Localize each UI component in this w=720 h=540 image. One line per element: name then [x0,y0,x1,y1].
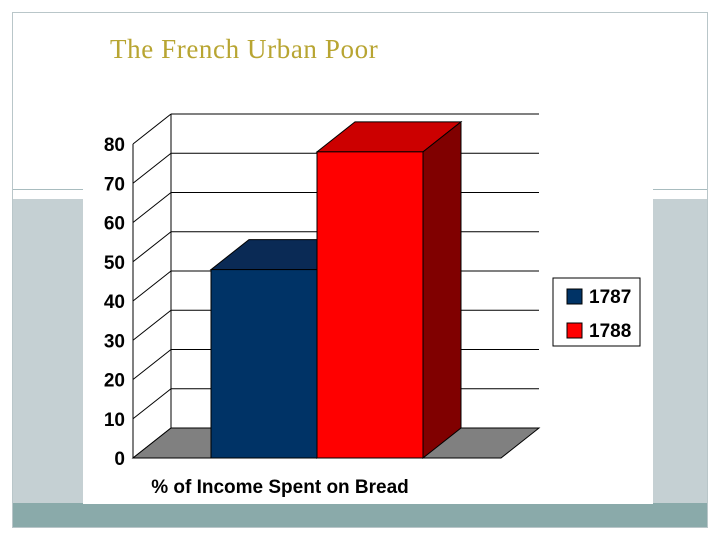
gridline-depth [132,349,172,380]
y-tick-label: 0 [114,449,125,470]
gridline-depth [132,113,172,145]
y-tick-label: 30 [104,331,125,352]
slide-bottom-strip [13,503,707,527]
y-tick-label: 40 [104,292,125,313]
y-tick-label: 20 [104,371,125,392]
legend-label-1788: 1788 [589,321,631,342]
y-tick-label: 10 [104,410,125,431]
gridline-depth [132,192,172,223]
bar-chart: 0 10 20 30 40 50 60 70 80 % of Income Spent on B… [104,113,641,498]
chart-area: 0 10 20 30 40 50 60 70 80 % of Income Spent on B… [83,108,653,504]
gridline-depth [132,388,172,420]
legend-swatch-1787 [566,288,583,305]
bar-side-1788 [422,120,462,460]
y-tick-label: 50 [104,253,125,274]
y-axis-ticks: 0 10 20 30 40 50 60 70 80 [104,135,125,470]
gridline-depth [132,152,172,184]
y-tick-label: 80 [104,135,125,156]
legend-label-1787: 1787 [589,287,631,308]
slide-title: The French Urban Poor [110,34,379,64]
gridline-depth [132,270,172,302]
slide-frame [12,12,708,528]
gridline-depth [132,231,172,263]
y-tick-label: 60 [104,214,125,235]
legend-swatch-1788 [566,322,583,339]
bar-1788 [316,151,424,459]
bar-1787 [210,269,318,459]
y-tick-label: 70 [104,174,125,195]
x-axis-label: % of Income Spent on Bread [151,477,409,498]
gridline-depth [132,309,172,341]
chart-legend: 1787 1788 [552,277,641,347]
chart-bars [209,120,463,460]
chart-walls [132,114,172,458]
